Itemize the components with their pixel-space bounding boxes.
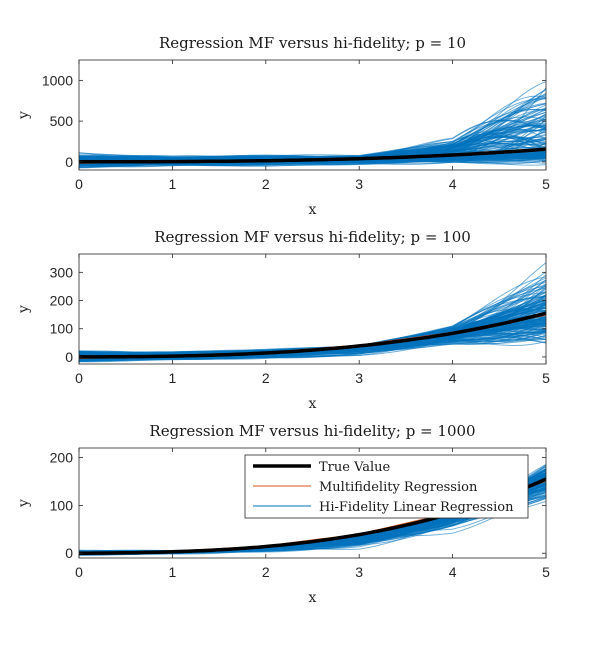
legend-entry: Multifidelity Regression — [319, 480, 478, 495]
y-tick-label: 500 — [50, 113, 74, 129]
axes-box — [78, 59, 547, 171]
panel-1: 0 1 2 3 4 5 0 500 1000 Regression MF versus hi-fi… — [16, 34, 550, 218]
y-tick-label: 200 — [50, 450, 74, 466]
y-tick-label: 1000 — [42, 72, 73, 88]
plot-area — [79, 254, 546, 364]
x-tick-label: 0 — [75, 370, 83, 386]
x-tick-label: 4 — [449, 370, 457, 386]
axes-box — [78, 447, 547, 559]
hifi-regression-line — [79, 327, 546, 361]
chart-title: Regression MF versus hi-fidelity; p = 10… — [154, 228, 471, 246]
y-tick-label: 200 — [50, 293, 74, 309]
y-tick-label: 0 — [65, 154, 73, 170]
chart-title: Regression MF versus hi-fidelity; p = 10 — [159, 34, 466, 52]
y-tick-label: 0 — [65, 545, 73, 561]
x-tick-label: 4 — [449, 564, 457, 580]
x-tick-label: 5 — [542, 370, 550, 386]
x-tick-label: 0 — [75, 176, 83, 192]
true-value-line — [79, 311, 546, 359]
x-axis-label: x — [309, 202, 317, 218]
plot-lines — [79, 463, 546, 556]
x-tick-label: 3 — [355, 564, 363, 580]
legend-entry: True Value — [319, 460, 391, 475]
y-axis-label: y — [16, 305, 32, 314]
y-axis-label: y — [16, 111, 32, 120]
x-tick-label: 1 — [169, 564, 177, 580]
y-tick-label: 100 — [50, 321, 74, 337]
plot-lines — [79, 262, 546, 363]
panel-2: 0 1 2 3 4 5 0 100 200 300 Regression MF versus hi-… — [16, 228, 550, 412]
plot-lines — [79, 81, 546, 169]
x-tick-label: 1 — [169, 176, 177, 192]
chart-title: Regression MF versus hi-fidelity; p = 10… — [149, 422, 475, 440]
hifi-regression-line — [79, 102, 546, 160]
x-axis-label: x — [309, 396, 317, 412]
hifi-regression-line — [79, 94, 546, 160]
y-tick-label: 0 — [65, 349, 73, 365]
x-tick-label: 2 — [262, 176, 270, 192]
y-tick-label: 300 — [50, 264, 74, 280]
x-tick-label: 0 — [75, 564, 83, 580]
true-value-line — [79, 147, 546, 164]
legend-entry: Hi-Fidelity Linear Regression — [319, 500, 514, 515]
x-tick-label: 3 — [355, 176, 363, 192]
x-tick-label: 5 — [542, 564, 550, 580]
x-tick-label: 2 — [262, 564, 270, 580]
hifi-regression-line — [79, 328, 546, 360]
panel-3: 0 1 2 3 4 5 0 100 200 Regression MF versus hi-fid… — [16, 422, 550, 606]
x-axis-label: x — [309, 590, 317, 606]
x-tick-label: 3 — [355, 370, 363, 386]
axes-box — [78, 253, 547, 365]
x-tick-label: 2 — [262, 370, 270, 386]
x-tick-label: 1 — [169, 370, 177, 386]
legend: True Value Multifidelity Regression Hi-Fid… — [244, 454, 529, 519]
x-tick-label: 5 — [542, 176, 550, 192]
y-tick-label: 100 — [50, 497, 74, 513]
x-tick-label: 4 — [449, 176, 457, 192]
y-axis-label: y — [16, 499, 32, 508]
